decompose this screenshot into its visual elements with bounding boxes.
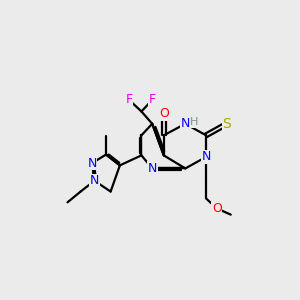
Text: N: N [88,157,97,169]
Text: S: S [223,117,231,131]
Text: N: N [90,174,99,187]
Text: O: O [212,202,222,215]
Text: H: H [190,117,199,127]
Text: N: N [201,150,211,164]
Text: N: N [181,117,190,130]
Text: O: O [159,107,169,120]
Text: N: N [148,162,157,175]
Text: F: F [125,93,133,106]
Text: F: F [148,93,156,106]
